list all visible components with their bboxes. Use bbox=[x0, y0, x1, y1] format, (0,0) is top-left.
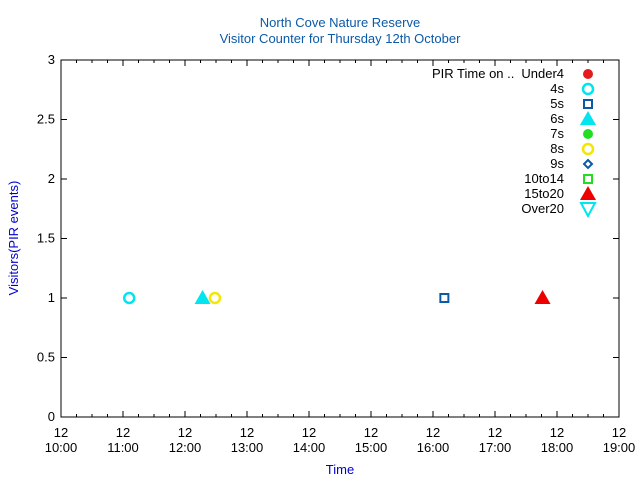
x-tick-time-label: 10:00 bbox=[45, 440, 78, 455]
x-tick-time-label: 15:00 bbox=[355, 440, 388, 455]
chart-subtitle: Visitor Counter for Thursday 12th Octobe… bbox=[220, 31, 462, 46]
x-tick-day-label: 12 bbox=[612, 425, 626, 440]
data-point-4s bbox=[122, 291, 136, 305]
y-tick-label: 1.5 bbox=[37, 231, 55, 246]
x-tick-day-label: 12 bbox=[550, 425, 564, 440]
x-tick-time-label: 19:00 bbox=[603, 440, 636, 455]
data-marks bbox=[122, 290, 551, 305]
legend: PIR Time on .. Under44s5s6s7s8s9s10to141… bbox=[432, 66, 597, 219]
legend-marker bbox=[582, 158, 594, 170]
plot-area bbox=[60, 59, 620, 418]
ticks: 00.511.522.531210:001211:001212:001213:0… bbox=[37, 52, 635, 455]
legend-label: 7s bbox=[550, 126, 564, 141]
legend-marker bbox=[583, 69, 593, 79]
x-tick-time-label: 13:00 bbox=[231, 440, 264, 455]
legend-marker bbox=[579, 202, 597, 219]
x-tick-day-label: 12 bbox=[116, 425, 130, 440]
legend-title: PIR Time on .. bbox=[432, 66, 514, 81]
legend-label: 9s bbox=[550, 156, 564, 171]
legend-label: 4s bbox=[550, 81, 564, 96]
legend-marker bbox=[580, 186, 596, 200]
x-tick-day-label: 12 bbox=[178, 425, 192, 440]
legend-label: 10to14 bbox=[524, 171, 564, 186]
legend-label: 5s bbox=[550, 96, 564, 111]
x-tick-day-label: 12 bbox=[240, 425, 254, 440]
legend-label: 15to20 bbox=[524, 186, 564, 201]
x-tick-day-label: 12 bbox=[426, 425, 440, 440]
x-tick-day-label: 12 bbox=[488, 425, 502, 440]
x-tick-time-label: 12:00 bbox=[169, 440, 202, 455]
x-axis-label: Time bbox=[326, 462, 354, 477]
legend-marker bbox=[581, 142, 595, 156]
legend-label: 6s bbox=[550, 111, 564, 126]
legend-marker bbox=[583, 99, 593, 109]
legend-label: 8s bbox=[550, 141, 564, 156]
x-tick-time-label: 17:00 bbox=[479, 440, 512, 455]
data-point-5s bbox=[439, 293, 450, 303]
chart-title: North Cove Nature Reserve bbox=[260, 15, 420, 30]
legend-marker bbox=[580, 111, 596, 125]
x-tick-time-label: 14:00 bbox=[293, 440, 326, 455]
legend-marker bbox=[583, 129, 593, 139]
legend-marker bbox=[583, 174, 593, 184]
x-tick-time-label: 11:00 bbox=[107, 440, 139, 455]
y-tick-label: 2 bbox=[48, 171, 55, 186]
y-tick-label: 0.5 bbox=[37, 350, 55, 365]
y-tick-label: 1 bbox=[48, 290, 55, 305]
x-tick-time-label: 18:00 bbox=[541, 440, 574, 455]
x-tick-day-label: 12 bbox=[54, 425, 68, 440]
legend-marker bbox=[581, 82, 595, 96]
legend-label: Under4 bbox=[521, 66, 564, 81]
y-tick-label: 0 bbox=[48, 409, 55, 424]
legend-label: Over20 bbox=[521, 201, 564, 216]
x-tick-day-label: 12 bbox=[364, 425, 378, 440]
x-tick-day-label: 12 bbox=[302, 425, 316, 440]
x-tick-time-label: 16:00 bbox=[417, 440, 450, 455]
y-tick-label: 2.5 bbox=[37, 112, 55, 127]
data-point-8s bbox=[208, 291, 222, 305]
data-point-6s bbox=[194, 290, 211, 304]
data-point-15to20 bbox=[534, 290, 551, 304]
y-axis-label: Visitors(PIR events) bbox=[6, 181, 21, 296]
y-tick-label: 3 bbox=[48, 52, 55, 67]
